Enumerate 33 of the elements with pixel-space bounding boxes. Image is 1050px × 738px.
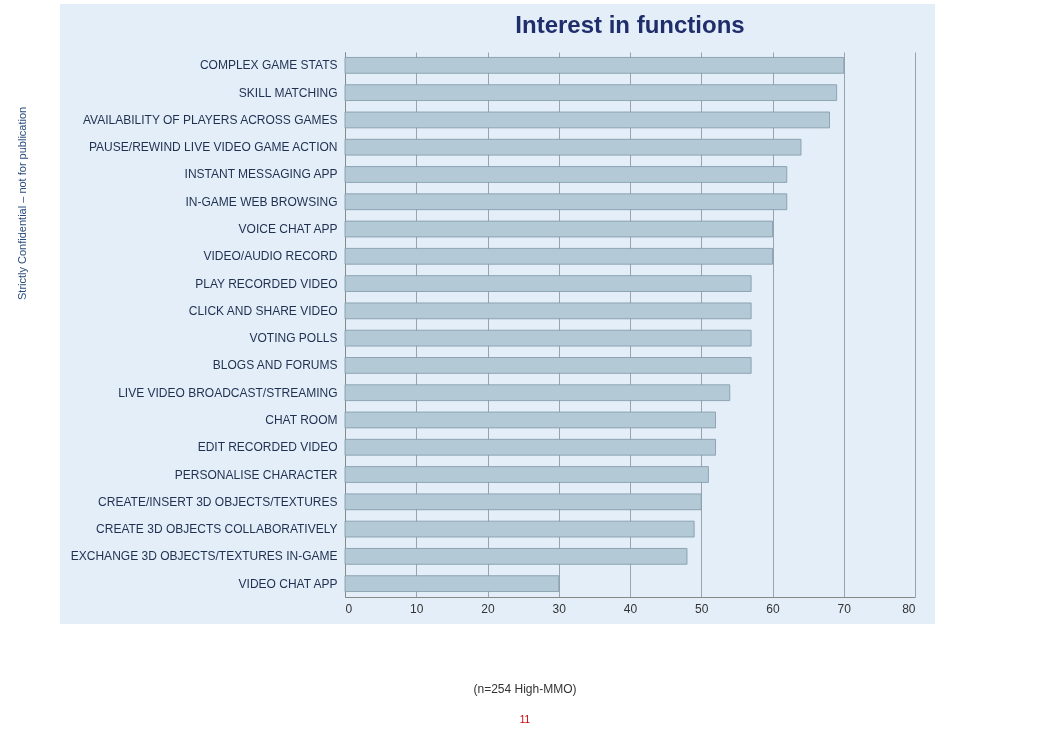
y-tick-label: IN-GAME WEB BROWSING [185, 194, 338, 209]
y-tick-label: EDIT RECORDED VIDEO [197, 440, 338, 455]
x-tick-label: 40 [623, 601, 638, 616]
y-tick-label: CREATE/INSERT 3D OBJECTS/TEXTURES [98, 494, 338, 509]
y-tick-label: VIDEO CHAT APP [238, 576, 338, 591]
y-tick-label: PAUSE/REWIND LIVE VIDEO GAME ACTION [89, 140, 338, 155]
x-tick-label: 70 [837, 601, 852, 616]
y-tick-label: AVAILABILITY OF PLAYERS ACROSS GAMES [82, 112, 338, 127]
x-tick-label: 0 [345, 601, 353, 616]
y-tick-label: CLICK AND SHARE VIDEO [188, 303, 338, 318]
y-tick-label: SKILL MATCHING [238, 85, 338, 100]
y-tick-label: PLAY RECORDED VIDEO [195, 276, 338, 291]
y-tick-label: LIVE VIDEO BROADCAST/STREAMING [118, 385, 338, 400]
y-tick-label: CREATE 3D OBJECTS COLLABORATIVELY [96, 522, 338, 537]
y-tick-label: VOICE CHAT APP [238, 222, 338, 237]
x-tick-label: 10 [410, 601, 424, 616]
x-tick-label: 60 [766, 601, 780, 616]
y-tick-label: INSTANT MESSAGING APP [184, 167, 338, 182]
y-tick-label: EXCHANGE 3D OBJECTS/TEXTURES IN-GAME [70, 549, 338, 564]
x-tick-label: 50 [695, 601, 709, 616]
y-tick-label: PERSONALISE CHARACTER [174, 467, 338, 482]
text: Strictly Confidential – not for publication [16, 106, 28, 300]
y-tick-label: VIDEO/AUDIO RECORD [203, 249, 338, 264]
y-tick-label: VOTING POLLS [249, 331, 338, 346]
text: 11 [518, 714, 532, 725]
x-tick-label: 30 [552, 601, 567, 616]
y-tick-label: BLOGS AND FORUMS [212, 358, 338, 373]
y-tick-label: COMPLEX GAME STATS [199, 58, 338, 73]
text: (n=254 High-MMO) [472, 682, 578, 696]
y-tick-label: CHAT ROOM [265, 412, 338, 427]
x-tick-label: 80 [902, 601, 916, 616]
x-tick-label: 20 [481, 601, 495, 616]
chart-title: Interest in functions [515, 11, 745, 38]
